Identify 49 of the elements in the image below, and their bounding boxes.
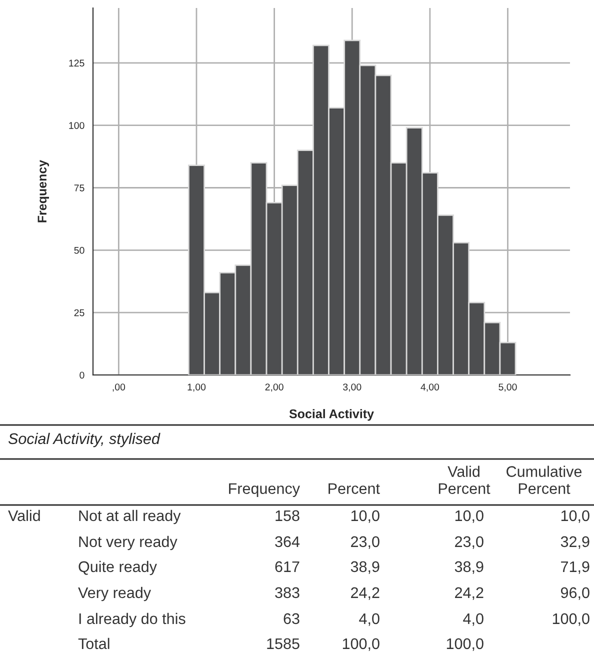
text: 32,9 [560, 536, 590, 549]
category-label: Not very ready [79, 536, 178, 550]
text: 38,9 [454, 561, 484, 574]
category-label: Total [78, 638, 110, 650]
text: 617 [275, 561, 300, 572]
x-tick-label: ,00 [112, 384, 126, 392]
text: 24,2 [351, 587, 380, 600]
category-label: I already do this [79, 612, 186, 628]
text: 100,0 [342, 638, 380, 651]
text: 364 [275, 536, 300, 548]
y-tick-label: 0 [80, 372, 84, 379]
category-label: Valid Percent [438, 466, 490, 494]
x-axis-title: Social Activity [289, 409, 374, 421]
text: 63 [284, 613, 300, 624]
category-label: Frequency [229, 483, 300, 497]
y-tick-label: 50 [74, 246, 84, 254]
x-tick-label: 3,00 [343, 384, 362, 392]
text: 10,0 [351, 510, 380, 523]
text: 10,0 [455, 510, 484, 523]
text: 96,0 [560, 587, 590, 600]
x-tick-label: 1,00 [188, 384, 206, 392]
text: 71,9 [561, 561, 590, 574]
text: Valid [8, 510, 40, 522]
text: 1585 [267, 638, 300, 650]
y-tick-label: 75 [74, 184, 84, 192]
category-label: Not at all ready [79, 510, 181, 524]
x-tick-label: 5,00 [498, 384, 517, 392]
category-label: Cumulative Percent [506, 466, 582, 494]
text: Social Activity, stylised [8, 432, 160, 448]
text: 38,9 [350, 561, 380, 574]
text: 383 [275, 587, 300, 598]
y-axis-title: Frequency [38, 160, 50, 222]
x-tick-label: 2,00 [265, 384, 284, 392]
category-label: Percent [328, 483, 380, 494]
text: 23,0 [351, 536, 380, 549]
text: 10,0 [561, 510, 590, 523]
y-tick-label: 100 [69, 122, 84, 129]
text: 4,0 [359, 613, 380, 626]
category-label: Quite ready [78, 560, 157, 576]
text: 100,0 [552, 613, 590, 626]
category-label: Very ready [78, 586, 152, 602]
text: 24,2 [455, 587, 484, 600]
y-tick-label: 25 [74, 309, 84, 316]
text: 4,0 [463, 613, 484, 626]
x-tick-label: 4,00 [420, 384, 440, 392]
text: 100,0 [446, 638, 484, 651]
y-tick-label: 125 [69, 60, 84, 67]
text: 158 [276, 510, 300, 522]
text: 23,0 [455, 536, 484, 549]
